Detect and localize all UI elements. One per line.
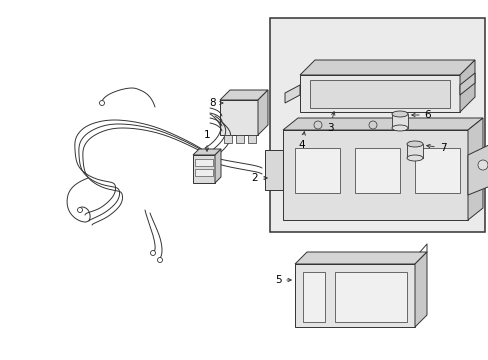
Polygon shape — [193, 155, 215, 183]
Bar — [391, 114, 407, 128]
Polygon shape — [258, 90, 267, 135]
Ellipse shape — [406, 155, 422, 161]
Text: 3: 3 — [326, 112, 334, 133]
Polygon shape — [459, 73, 474, 95]
Polygon shape — [294, 264, 414, 327]
Polygon shape — [467, 118, 482, 220]
Ellipse shape — [391, 125, 407, 131]
Polygon shape — [285, 85, 299, 103]
Ellipse shape — [391, 111, 407, 117]
Text: 4: 4 — [298, 132, 305, 150]
Circle shape — [99, 100, 104, 105]
Polygon shape — [303, 272, 325, 322]
Bar — [224, 135, 231, 143]
Polygon shape — [283, 118, 482, 130]
Bar — [195, 169, 213, 176]
Circle shape — [313, 121, 321, 129]
Text: 5: 5 — [274, 275, 291, 285]
Polygon shape — [220, 90, 267, 100]
Polygon shape — [193, 149, 221, 155]
Text: 8: 8 — [209, 98, 223, 108]
Polygon shape — [334, 272, 406, 322]
Polygon shape — [283, 130, 467, 220]
Text: 1: 1 — [203, 130, 210, 151]
Bar — [236, 135, 244, 143]
Bar — [195, 159, 213, 166]
Bar — [269, 18, 484, 232]
Polygon shape — [220, 100, 258, 135]
Polygon shape — [299, 60, 474, 75]
Text: 6: 6 — [411, 110, 430, 120]
Bar — [294, 148, 339, 193]
Circle shape — [368, 121, 376, 129]
Polygon shape — [264, 150, 283, 190]
Bar — [414, 148, 459, 193]
Bar — [309, 80, 449, 108]
Polygon shape — [459, 60, 474, 112]
Polygon shape — [414, 252, 426, 327]
Circle shape — [77, 207, 82, 212]
Circle shape — [477, 160, 487, 170]
Polygon shape — [467, 143, 488, 195]
Text: 2: 2 — [251, 173, 266, 183]
Bar — [247, 135, 256, 143]
Polygon shape — [294, 252, 426, 264]
Bar — [354, 148, 399, 193]
Ellipse shape — [406, 141, 422, 147]
Text: 7: 7 — [426, 143, 446, 153]
Polygon shape — [299, 75, 459, 112]
Circle shape — [157, 257, 162, 262]
Circle shape — [150, 251, 155, 256]
Polygon shape — [215, 149, 221, 183]
Bar — [406, 144, 422, 158]
